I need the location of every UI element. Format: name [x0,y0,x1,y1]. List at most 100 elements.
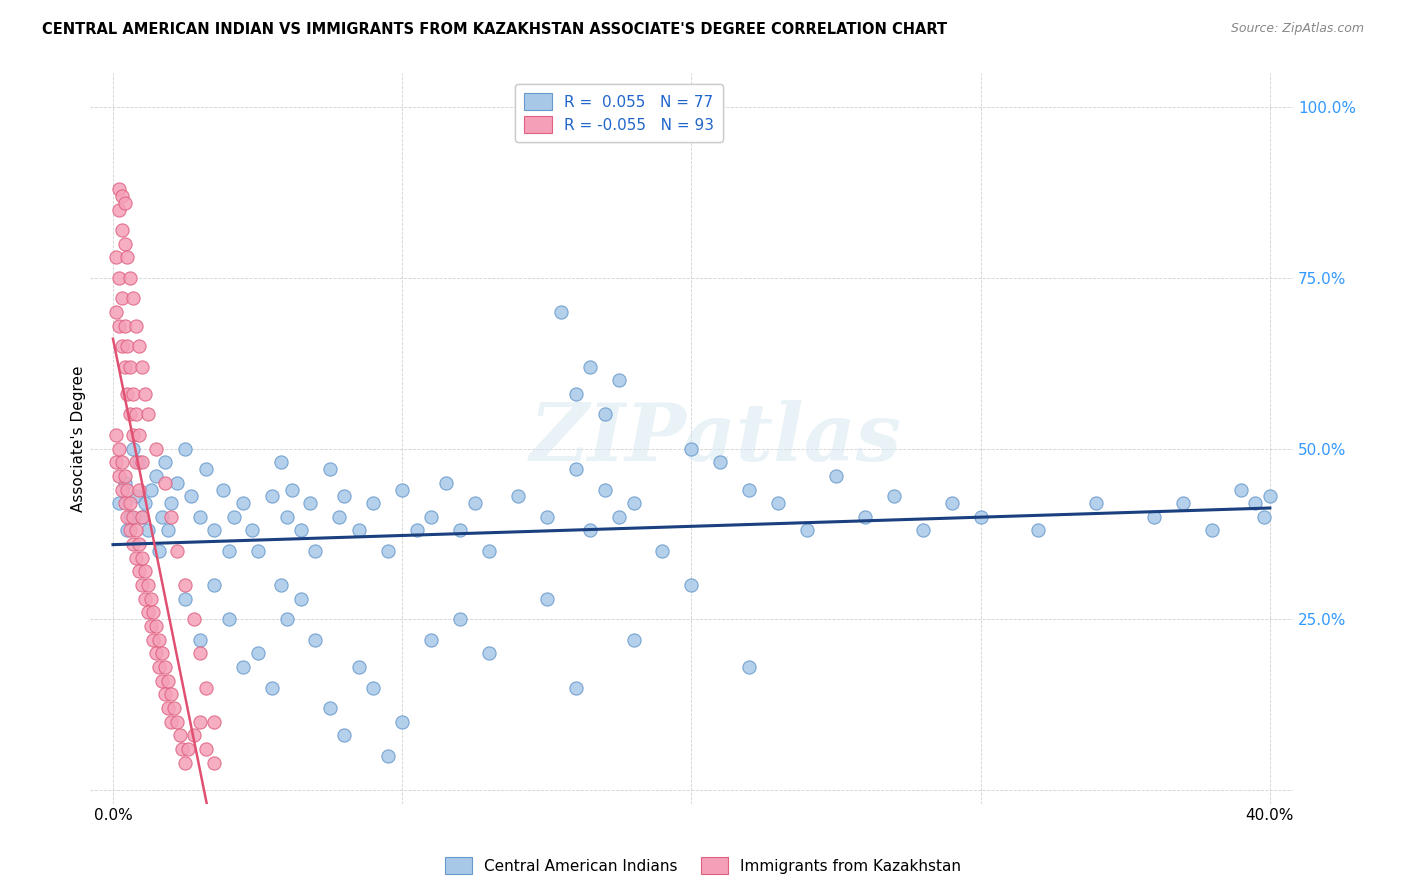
Point [941,496,963,510]
Point [270,578,292,592]
Point [114,318,136,333]
Point [139,483,162,497]
Point [434,475,457,490]
Point [579,359,602,374]
Point [478,544,501,558]
Point [166,714,188,729]
Point [111,291,134,305]
Point [145,468,167,483]
Point [593,483,616,497]
Point [125,408,148,422]
Point [128,565,150,579]
Point [825,468,848,483]
Point [125,489,148,503]
Point [607,373,630,387]
Point [131,359,153,374]
Point [117,339,139,353]
Point [128,428,150,442]
Point [188,509,211,524]
Point [128,483,150,497]
Point [478,647,501,661]
Point [128,339,150,353]
Point [506,489,529,503]
Point [449,524,471,538]
Point [104,428,127,442]
Point [120,270,142,285]
Point [125,455,148,469]
Point [174,756,197,770]
Point [150,509,173,524]
Point [117,524,139,538]
Point [120,408,142,422]
Point [361,496,384,510]
Text: ZIPatlas: ZIPatlas [530,400,901,477]
Point [883,489,905,503]
Point [333,728,356,742]
Point [260,489,283,503]
Point [1230,483,1253,497]
Point [911,524,934,538]
Point [111,339,134,353]
Point [166,475,188,490]
Point [114,496,136,510]
Point [564,681,586,695]
Point [111,223,134,237]
Point [564,387,586,401]
Point [564,462,586,476]
Point [347,524,370,538]
Point [1258,489,1281,503]
Point [281,483,304,497]
Point [188,632,211,647]
Point [122,291,145,305]
Point [107,270,129,285]
Y-axis label: Associate's Degree: Associate's Degree [72,365,86,511]
Point [136,578,159,592]
Point [276,509,298,524]
Point [709,455,731,469]
Point [174,442,197,456]
Point [153,687,176,701]
Point [134,387,156,401]
Point [183,612,205,626]
Point [260,681,283,695]
Point [194,742,217,756]
Point [188,647,211,661]
Point [148,544,170,558]
Point [188,714,211,729]
Point [290,591,312,606]
Point [107,182,129,196]
Point [738,660,761,674]
Point [122,387,145,401]
Point [125,550,148,565]
Point [153,475,176,490]
Point [160,509,183,524]
Point [579,524,602,538]
Point [114,468,136,483]
Point [290,524,312,538]
Point [550,305,572,319]
Point [391,714,413,729]
Point [163,701,186,715]
Point [232,660,254,674]
Point [651,544,673,558]
Point [142,606,165,620]
Point [139,591,162,606]
Point [120,524,142,538]
Point [104,455,127,469]
Point [246,544,269,558]
Point [139,619,162,633]
Point [1253,509,1275,524]
Point [766,496,789,510]
Point [150,673,173,688]
Point [153,455,176,469]
Point [122,509,145,524]
Point [738,483,761,497]
Text: Source: ZipAtlas.com: Source: ZipAtlas.com [1230,22,1364,36]
Point [218,612,240,626]
Point [1201,524,1223,538]
Point [169,728,191,742]
Point [174,578,197,592]
Point [156,701,179,715]
Point [148,632,170,647]
Point [328,509,350,524]
